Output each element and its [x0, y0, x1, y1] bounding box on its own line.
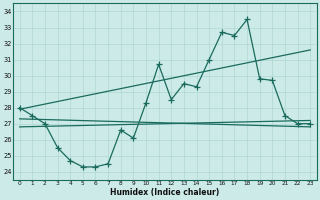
X-axis label: Humidex (Indice chaleur): Humidex (Indice chaleur) — [110, 188, 220, 197]
